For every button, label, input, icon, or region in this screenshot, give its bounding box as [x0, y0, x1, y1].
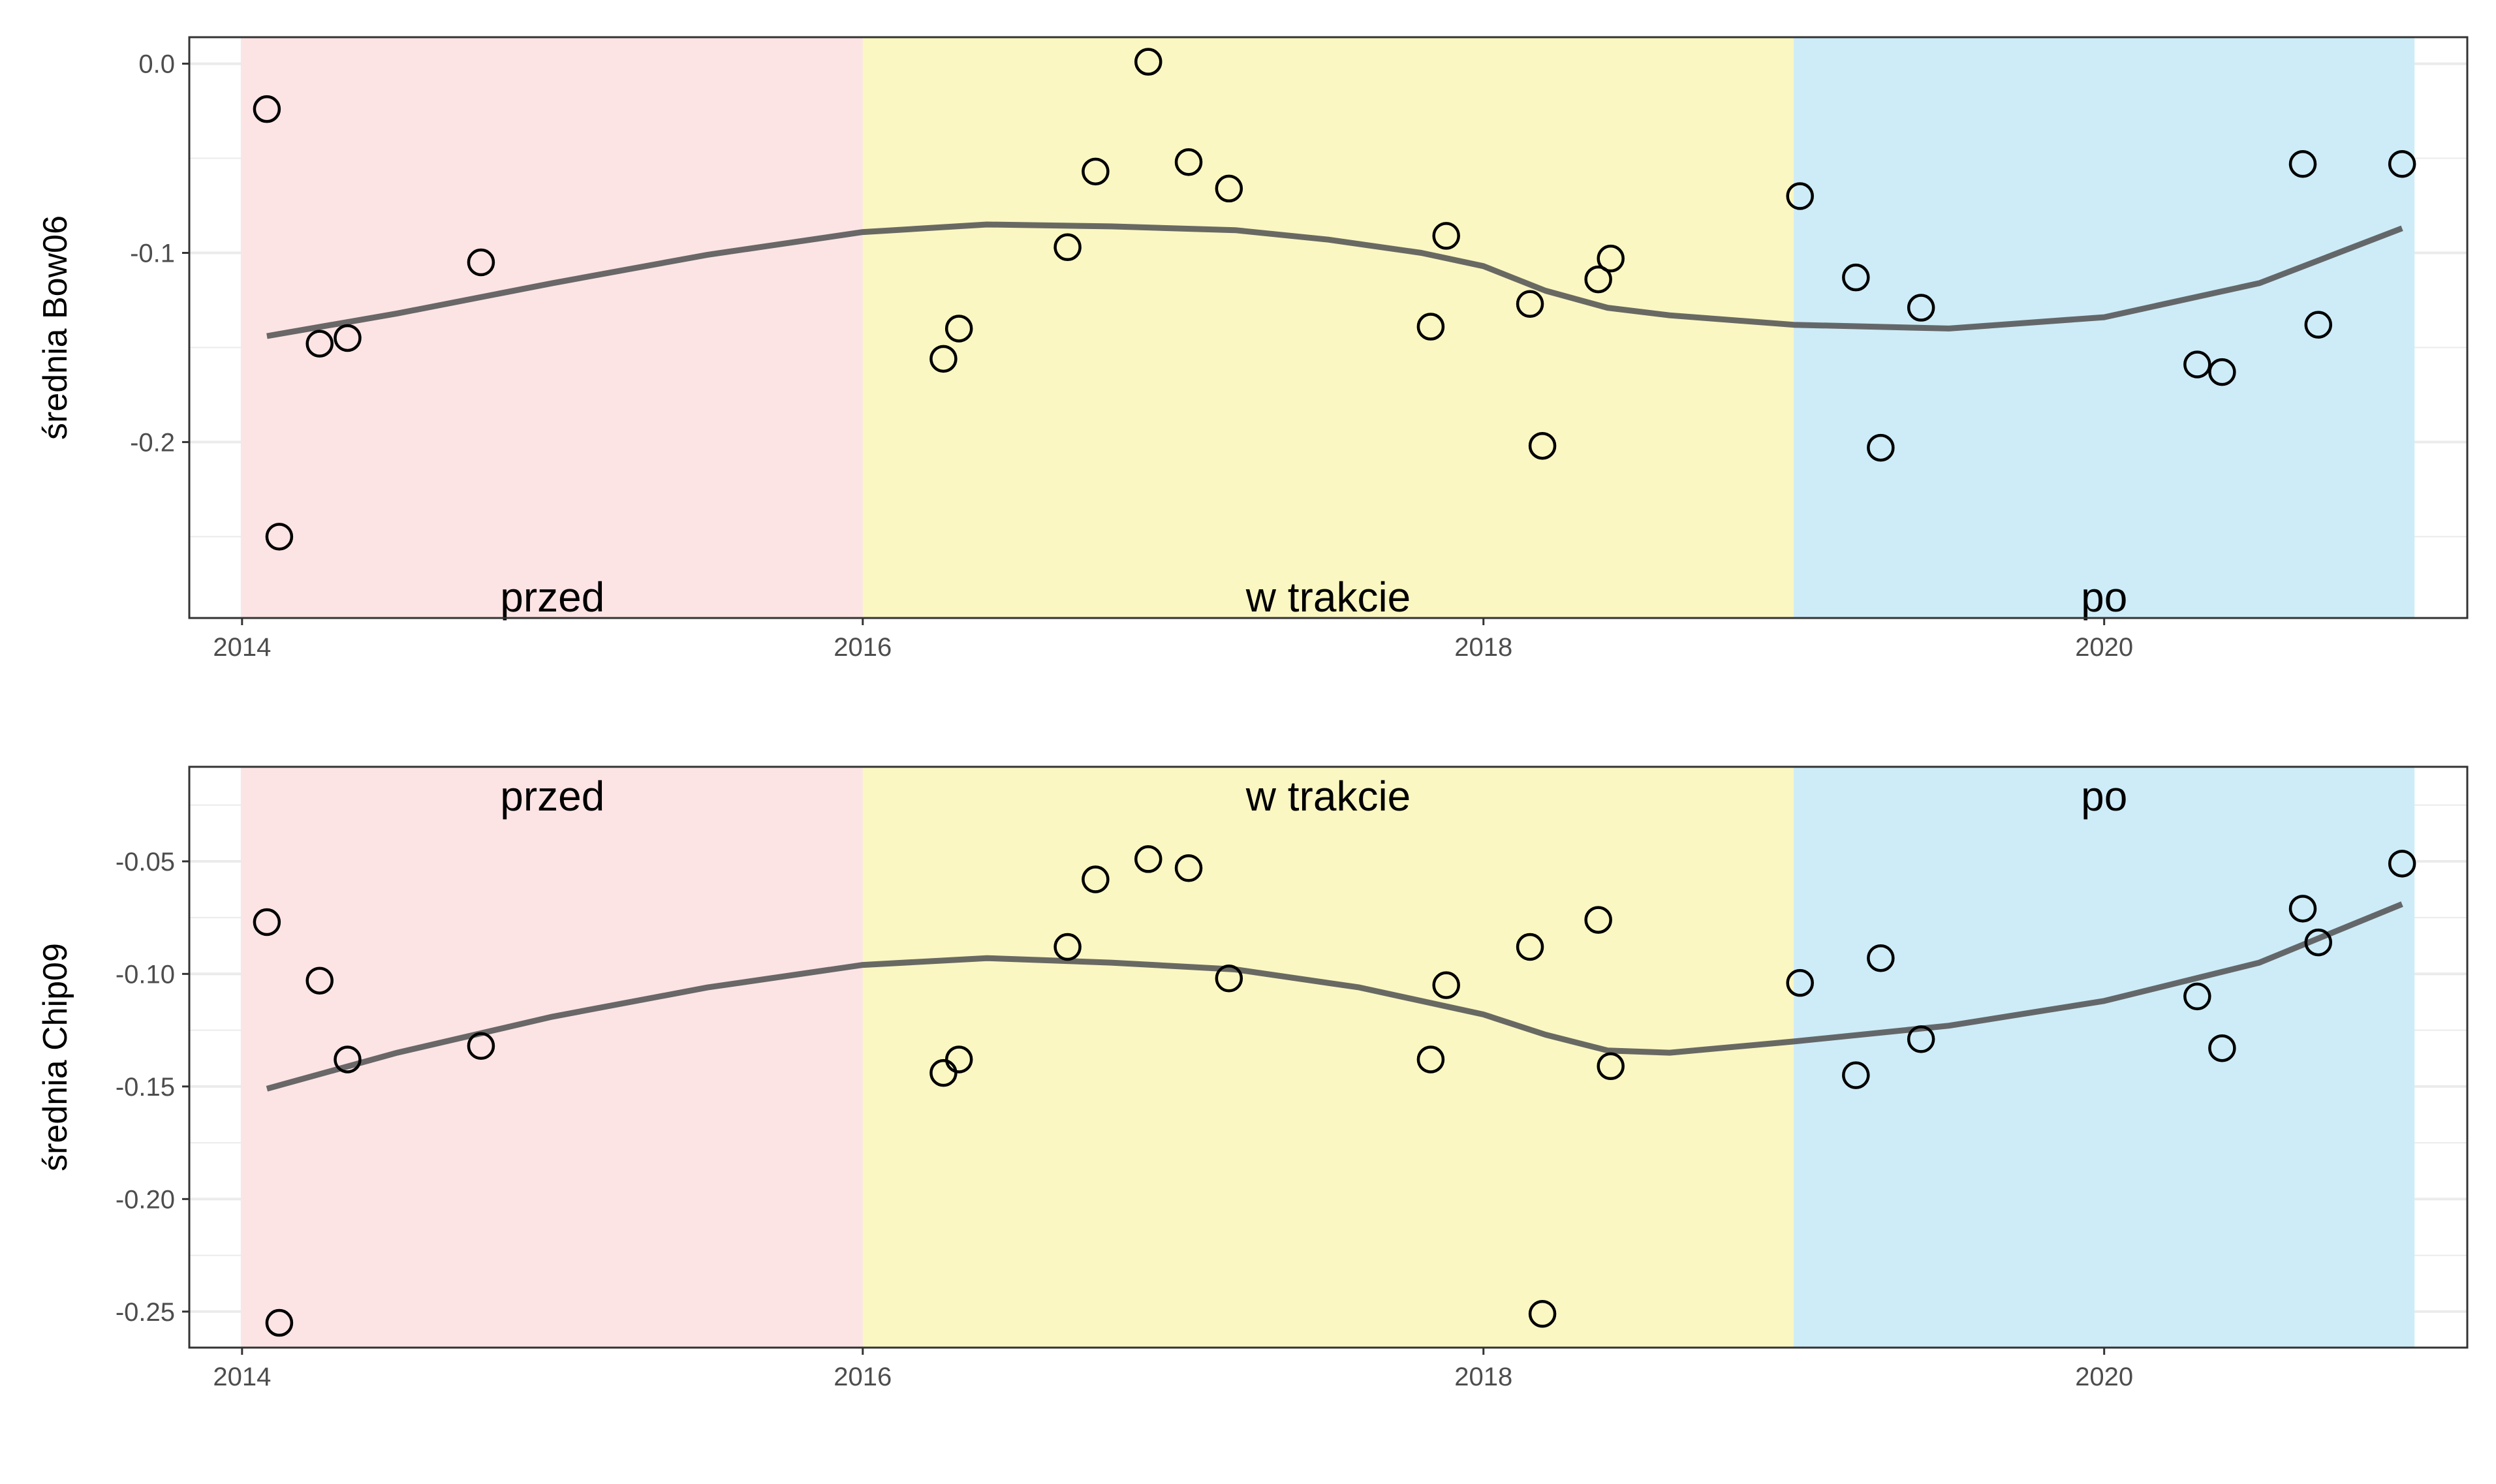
- data-point: [2304, 311, 2333, 339]
- data-point: [944, 315, 973, 343]
- data-point: [1416, 313, 1445, 341]
- data-point: [467, 1032, 495, 1060]
- data-point: [1597, 1052, 1625, 1081]
- x-tick-label: 2016: [834, 1363, 892, 1391]
- data-point: [2183, 982, 2211, 1011]
- x-tick-label: 2016: [834, 633, 892, 662]
- smooth-trend-line: [266, 221, 2403, 339]
- data-point: [1842, 263, 1870, 292]
- y-tick-label: -0.05: [116, 848, 175, 876]
- data-point: [253, 95, 281, 123]
- data-point: [1907, 294, 1935, 322]
- period-label-3: po: [2081, 574, 2127, 621]
- chart-panel-2: przed w trakcie po -0.05 -0.10 -0.15 -0.20 -0.2…: [37, 765, 2469, 1391]
- data-point: [334, 1045, 362, 1074]
- y-axis-title: średnia Bow06: [37, 215, 74, 440]
- data-point: [1053, 233, 1082, 262]
- data-point: [2388, 149, 2416, 178]
- data-point: [1432, 971, 1460, 999]
- data-point: [305, 966, 334, 995]
- y-tick-label: 0.0: [138, 50, 175, 79]
- data-point: [1786, 968, 1814, 997]
- data-point: [1134, 845, 1162, 873]
- chart-panel-1: przed w trakcie po 0.0 -0.1 -0.2 2014 2016 2018 2…: [37, 36, 2469, 662]
- y-tick-label: -0.1: [130, 239, 175, 268]
- data-point: [305, 330, 334, 358]
- data-point: [1907, 1025, 1935, 1053]
- data-point: [1082, 865, 1110, 893]
- period-band-1: [242, 37, 863, 618]
- period-label-3: po: [2081, 773, 2127, 820]
- data-point: [1584, 265, 1612, 294]
- data-point: [334, 324, 362, 352]
- y-tick-label: -0.10: [116, 960, 175, 989]
- data-point: [1867, 944, 1895, 972]
- period-label-2: w trakcie: [1245, 574, 1411, 621]
- data-point: [1516, 290, 1544, 318]
- data-point: [1867, 433, 1895, 462]
- data-point: [1416, 1045, 1445, 1074]
- period-label-1: przed: [500, 773, 604, 820]
- data-point: [253, 908, 281, 936]
- data-point: [1174, 148, 1203, 176]
- data-point: [929, 345, 958, 373]
- data-point: [1516, 933, 1544, 961]
- x-tick-label: 2018: [1454, 633, 1512, 662]
- data-point: [944, 1045, 973, 1074]
- x-tick-label: 2020: [2075, 633, 2133, 662]
- data-point: [2288, 895, 2317, 923]
- smooth-trend-line: [266, 901, 2403, 1092]
- period-band-3: [1794, 767, 2415, 1348]
- data-point: [265, 523, 294, 551]
- data-point: [1786, 182, 1814, 210]
- y-axis-title: średnia Chip09: [37, 943, 74, 1171]
- data-point: [2388, 850, 2416, 878]
- data-point: [1528, 1300, 1557, 1328]
- data-point: [1528, 431, 1557, 460]
- data-point: [467, 248, 495, 277]
- period-label-1: przed: [500, 574, 604, 621]
- x-tick-label: 2014: [213, 1363, 271, 1391]
- data-point: [1215, 174, 1243, 203]
- data-point: [1597, 244, 1625, 273]
- data-point: [1432, 222, 1460, 250]
- data-point: [2208, 358, 2236, 386]
- data-point: [1053, 933, 1082, 961]
- data-point: [2208, 1034, 2236, 1062]
- period-band-2: [862, 767, 1794, 1348]
- y-tick-label: -0.15: [116, 1073, 175, 1102]
- x-tick-label: 2014: [213, 633, 271, 662]
- data-point: [1215, 965, 1243, 993]
- period-label-2: w trakcie: [1245, 773, 1411, 820]
- data-point: [1842, 1061, 1870, 1089]
- data-point: [2288, 149, 2317, 178]
- period-band-2: [862, 37, 1794, 618]
- data-point: [2183, 350, 2211, 379]
- data-point: [2304, 928, 2333, 957]
- plot-frame: [188, 36, 2469, 619]
- data-point: [1082, 157, 1110, 186]
- plot-frame: [188, 765, 2469, 1349]
- data-point: [1584, 906, 1612, 934]
- data-point: [265, 1308, 294, 1337]
- x-tick-label: 2020: [2075, 1363, 2133, 1391]
- data-point: [1174, 854, 1203, 882]
- data-point: [1134, 48, 1162, 76]
- y-tick-label: -0.20: [116, 1185, 175, 1214]
- period-band-1: [242, 767, 863, 1348]
- y-tick-label: -0.2: [130, 428, 175, 457]
- y-tick-label: -0.25: [116, 1298, 175, 1327]
- x-tick-label: 2018: [1454, 1363, 1512, 1391]
